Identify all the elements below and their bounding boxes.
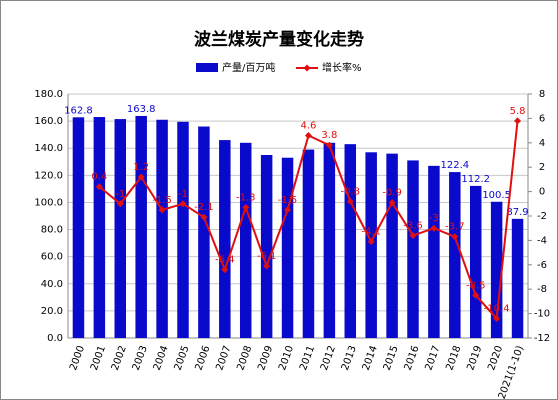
bar — [511, 218, 524, 338]
line-label: -3 — [429, 213, 439, 224]
legend-swatch — [196, 63, 218, 72]
line-label: 0.4 — [91, 172, 107, 183]
line-marker — [409, 232, 417, 240]
y2-tick-label: 6 — [539, 113, 545, 124]
y-tick-label: 180.0 — [34, 89, 63, 100]
line-label: -1.3 — [236, 192, 256, 203]
line-marker — [367, 238, 375, 246]
line-label: -1 — [115, 189, 125, 200]
line-marker — [284, 206, 292, 214]
line-label: -3.7 — [445, 222, 465, 233]
bar — [365, 152, 377, 338]
bar — [198, 126, 210, 339]
bar — [177, 121, 189, 339]
line-marker — [95, 183, 103, 191]
line-label: -6.4 — [215, 255, 235, 266]
y-tick-label: 40.0 — [41, 279, 63, 290]
line-label: -3.6 — [403, 221, 423, 232]
line-label: -6.1 — [257, 251, 277, 262]
line-label: -1 — [178, 189, 188, 200]
line-label: -2.1 — [194, 202, 214, 213]
line-marker — [325, 141, 333, 149]
y-tick-label: 100.0 — [34, 197, 63, 208]
line-label: -8.5 — [466, 280, 486, 291]
line-marker — [451, 233, 459, 241]
y-tick-label: 60.0 — [41, 252, 63, 263]
bar — [490, 201, 503, 338]
legend-label: 产量/百万吨 — [222, 61, 275, 74]
line-marker — [200, 213, 208, 221]
line-label: -1.5 — [152, 195, 172, 206]
bar — [93, 117, 106, 339]
bar — [156, 119, 168, 338]
bar-label: 163.8 — [127, 104, 156, 115]
bar — [428, 165, 440, 338]
line-label: 4.6 — [301, 120, 317, 131]
bar-label: 112.2 — [461, 174, 490, 185]
bar — [469, 185, 482, 338]
bar-label: 100.5 — [482, 190, 511, 201]
line-label: -10.4 — [484, 303, 510, 314]
line-label: -4.1 — [361, 227, 381, 238]
bar-label: 122.4 — [440, 160, 469, 171]
y2-tick-label: 0 — [539, 187, 545, 198]
y2-tick-label: 2 — [539, 162, 545, 173]
line-marker — [263, 262, 271, 270]
bar — [407, 160, 419, 338]
line-marker — [116, 200, 124, 208]
bar — [219, 140, 231, 338]
line-marker — [304, 131, 312, 139]
bar — [260, 155, 273, 338]
y2-tick-label: -10 — [534, 309, 550, 320]
bar — [323, 142, 336, 338]
bar — [302, 149, 315, 338]
y2-tick-label: 4 — [539, 138, 545, 149]
y2-tick-label: 8 — [539, 89, 545, 100]
line-marker — [388, 199, 396, 207]
line-marker — [221, 266, 229, 274]
bar — [449, 172, 461, 338]
line-label: 1.2 — [133, 162, 149, 173]
legend-label: 增长率% — [322, 61, 362, 74]
line-marker — [137, 173, 145, 181]
line-label: 5.8 — [510, 106, 526, 117]
line-marker — [242, 203, 250, 211]
bar — [344, 144, 357, 338]
bar — [135, 115, 147, 339]
y2-tick-label: -6 — [537, 260, 547, 271]
bar — [281, 157, 294, 338]
line-marker — [158, 206, 166, 214]
legend-marker — [303, 64, 311, 72]
line-label: -1.5 — [278, 195, 298, 206]
y2-tick-label: -12 — [534, 333, 550, 344]
y-tick-label: 120.0 — [34, 170, 63, 181]
chart-title: 波兰煤炭产量变化走势 — [194, 29, 364, 50]
line-label: -0.9 — [382, 188, 402, 199]
y-tick-label: 140.0 — [34, 143, 63, 154]
line-marker — [472, 291, 480, 299]
y-tick-label: 80.0 — [41, 225, 63, 236]
line-marker — [430, 224, 438, 232]
line-label: 3.8 — [321, 130, 337, 141]
bar-label: 162.8 — [64, 105, 93, 116]
bar — [114, 119, 127, 338]
bar-label: 87.9 — [506, 207, 528, 218]
y2-tick-label: -4 — [537, 235, 547, 246]
bar — [239, 142, 252, 338]
line-marker — [346, 197, 354, 205]
line-marker — [493, 314, 501, 322]
y-tick-label: 0.0 — [47, 333, 63, 344]
y2-tick-label: -2 — [537, 211, 547, 222]
line-marker — [514, 117, 522, 125]
line-marker — [179, 200, 187, 208]
bar — [386, 153, 398, 338]
y-tick-label: 20.0 — [41, 306, 63, 317]
bar — [72, 117, 85, 338]
line-label: -0.8 — [341, 186, 361, 197]
y2-tick-label: -8 — [537, 284, 547, 295]
y-tick-label: 160.0 — [34, 116, 63, 127]
